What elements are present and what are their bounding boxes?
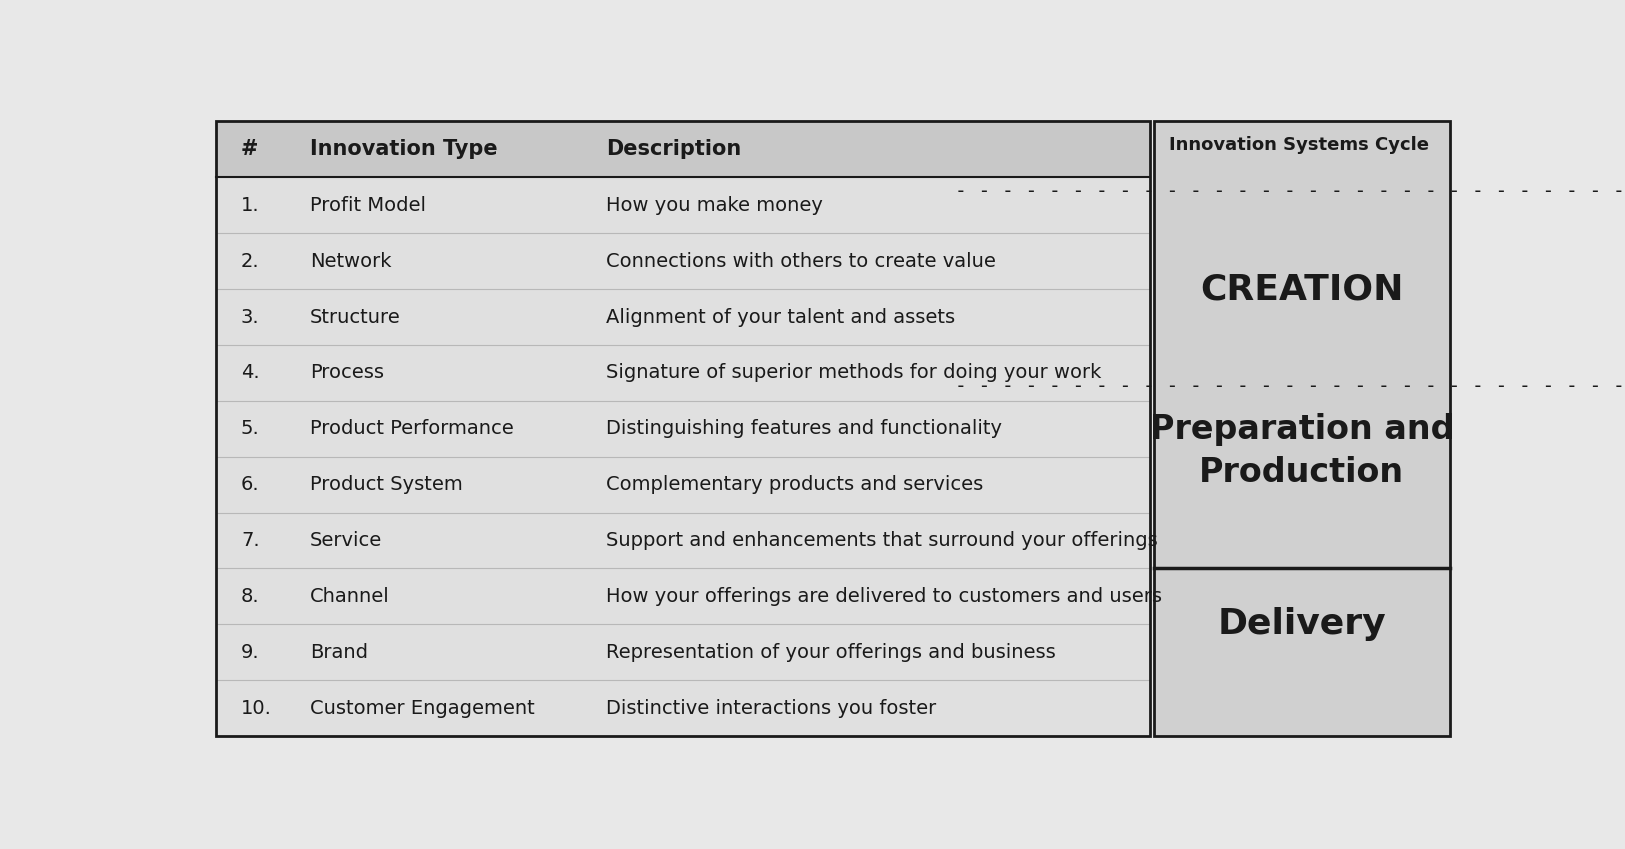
Text: - - - - - - - - - - - - - - - - - - - - - - - - - - - - - -: - - - - - - - - - - - - - - - - - - - - …	[956, 377, 1625, 396]
Text: 9.: 9.	[240, 643, 260, 661]
Text: Preparation and
Production: Preparation and Production	[1149, 413, 1454, 489]
Text: CREATION: CREATION	[1201, 272, 1404, 306]
Text: 6.: 6.	[240, 475, 260, 494]
Text: Customer Engagement: Customer Engagement	[310, 699, 535, 717]
Text: Support and enhancements that surround your offerings: Support and enhancements that surround y…	[606, 531, 1159, 550]
Text: Brand: Brand	[310, 643, 369, 661]
Text: Distinctive interactions you foster: Distinctive interactions you foster	[606, 699, 936, 717]
Text: 4.: 4.	[240, 363, 260, 382]
Text: Product System: Product System	[310, 475, 463, 494]
Text: 5.: 5.	[240, 419, 260, 438]
Text: 7.: 7.	[240, 531, 260, 550]
Text: How you make money: How you make money	[606, 196, 822, 215]
Text: Description: Description	[606, 139, 741, 160]
Bar	[1154, 121, 1450, 736]
Text: 3.: 3.	[240, 307, 260, 327]
Text: 1.: 1.	[240, 196, 260, 215]
Bar	[216, 121, 1150, 177]
Text: Service: Service	[310, 531, 382, 550]
Text: Channel: Channel	[310, 587, 390, 606]
Text: 2.: 2.	[240, 251, 260, 271]
Text: How your offerings are delivered to customers and users: How your offerings are delivered to cust…	[606, 587, 1162, 606]
Text: Structure: Structure	[310, 307, 401, 327]
Text: Innovation Type: Innovation Type	[310, 139, 497, 160]
Text: Representation of your offerings and business: Representation of your offerings and bus…	[606, 643, 1056, 661]
Text: Network: Network	[310, 251, 392, 271]
Text: Profit Model: Profit Model	[310, 196, 426, 215]
Text: - - - - - - - - - - - - - - - - - - - - - - - - - - - - - -: - - - - - - - - - - - - - - - - - - - - …	[956, 182, 1625, 201]
Text: 10.: 10.	[240, 699, 271, 717]
Text: Connections with others to create value: Connections with others to create value	[606, 251, 996, 271]
Text: Alignment of your talent and assets: Alignment of your talent and assets	[606, 307, 956, 327]
Bar	[216, 177, 1150, 736]
Text: 8.: 8.	[240, 587, 260, 606]
Text: Innovation Systems Cycle: Innovation Systems Cycle	[1168, 136, 1428, 154]
Text: Delivery: Delivery	[1217, 607, 1386, 641]
Text: Product Performance: Product Performance	[310, 419, 514, 438]
Text: Distinguishing features and functionality: Distinguishing features and functionalit…	[606, 419, 1003, 438]
Text: Process: Process	[310, 363, 384, 382]
Text: Signature of superior methods for doing your work: Signature of superior methods for doing …	[606, 363, 1102, 382]
Bar	[216, 121, 1150, 736]
Text: #: #	[240, 139, 258, 160]
Text: Complementary products and services: Complementary products and services	[606, 475, 983, 494]
